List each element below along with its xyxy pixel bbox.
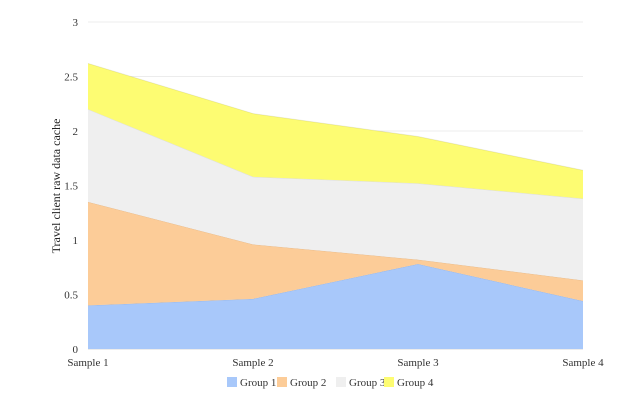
legend: Group 1 Group 2 Group 3 Group 4 [227, 377, 434, 389]
y-axis-title: Travel client raw data cache [49, 119, 63, 254]
x-tick-label: Sample 2 [232, 357, 273, 369]
legend-swatch [336, 377, 346, 387]
legend-label: Group 4 [397, 377, 434, 389]
area-series-4 [88, 63, 583, 199]
legend-swatch [384, 377, 394, 387]
legend-label: Group 3 [349, 377, 386, 389]
legend-label: Group 2 [290, 377, 326, 389]
x-tick-label: Sample 3 [397, 357, 439, 369]
y-tick-label: 1.5 [64, 181, 78, 193]
y-tick-label: 0 [73, 344, 79, 356]
legend-item: Group 3 [336, 377, 386, 389]
stacked-areas [87, 62, 584, 349]
legend-swatch [227, 377, 237, 387]
y-tick-label: 0.5 [64, 290, 78, 302]
y-tick-label: 2 [73, 126, 79, 138]
area-series-2 [88, 201, 583, 306]
legend-item: Group 1 [227, 377, 276, 389]
x-tick-labels: Sample 1 Sample 2 Sample 3 Sample 4 [67, 357, 604, 369]
legend-swatch [277, 377, 287, 387]
y-tick-label: 1 [73, 235, 79, 247]
x-tick-label: Sample 4 [562, 357, 604, 369]
area-series-1 [88, 263, 583, 349]
area-series-3 [88, 109, 583, 281]
legend-item: Group 4 [384, 377, 434, 389]
x-tick-label: Sample 1 [67, 357, 108, 369]
y-tick-labels: 0 0.5 1 1.5 2 2.5 3 [64, 17, 78, 356]
legend-label: Group 1 [240, 377, 276, 389]
y-tick-label: 2.5 [64, 72, 78, 84]
y-tick-label: 3 [73, 17, 79, 29]
legend-item: Group 2 [277, 377, 326, 389]
area-edge-4 [87, 62, 584, 171]
